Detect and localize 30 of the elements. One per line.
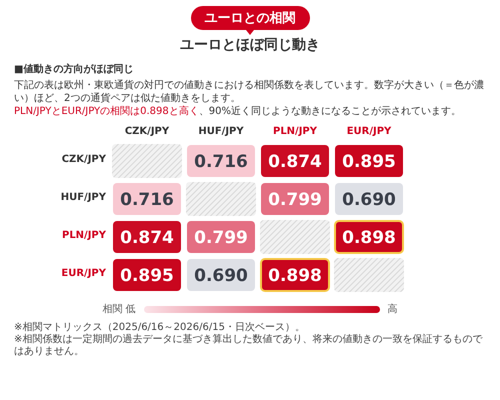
data-label: 0.690 (194, 266, 248, 286)
text: 低 (126, 304, 136, 315)
chart-title: ユーロとの相関 (190, 6, 310, 30)
data-label: 0.716 (120, 190, 174, 210)
data-label: 0.898 (268, 266, 322, 286)
text: ※相関マトリックス（2025/6/16～2026/6/15・日次ベース）。 (14, 322, 306, 334)
data-label: 0.799 (268, 190, 322, 210)
data-label: 0.874 (120, 228, 174, 248)
y-tick-label: CZK/JPY (60, 154, 106, 165)
x-tick-label: EUR/JPY (346, 126, 392, 137)
y-tick-label: HUF/JPY (60, 192, 106, 203)
x-tick-label: CZK/JPY (124, 126, 170, 137)
data-label: 0.895 (120, 266, 174, 286)
data-label: 0.799 (194, 228, 248, 248)
y-tick-label: EUR/JPY (60, 268, 106, 279)
data-label: 0.895 (342, 152, 396, 172)
chart-subtitle: ユーロとほぼ同じ動き (179, 36, 321, 54)
data-label: 0.874 (268, 152, 322, 172)
x-tick-label: PLN/JPY (272, 126, 318, 137)
text: 高 (388, 302, 398, 316)
data-label: 0.690 (342, 190, 396, 210)
text: 下記の表は欧州・東欧通貨の対円での値動きにおける相関係数を表しています。数字が大きい（＝色が濃い）ほど、2つの通貨ペアは似た値動きをします。 (14, 79, 485, 105)
text: ■値動きの方向がほぼ同じ (14, 62, 134, 76)
data-label: 0.898 (342, 228, 396, 248)
y-tick-label: PLN/JPY (60, 230, 106, 241)
data-label: 0.716 (194, 152, 248, 172)
text: ※相関係数は一定期間の過去データに基づき算出した数値であり、将来の値動きの一致を保証するものではありません。 (14, 334, 484, 358)
text: PLN/JPYとEUR/JPYの相関は0.898と高く (14, 106, 199, 117)
color-bar-title: 相関 (102, 304, 122, 315)
x-tick-label: HUF/JPY (197, 126, 245, 137)
